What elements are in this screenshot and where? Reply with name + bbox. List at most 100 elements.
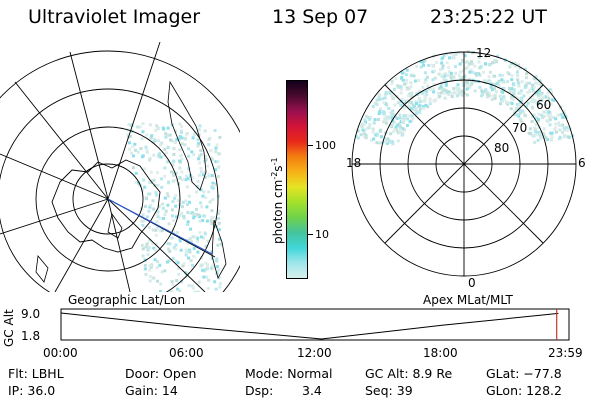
emission-pixel <box>411 117 415 121</box>
emission-pixel <box>423 80 427 84</box>
emission-pixel <box>422 106 426 110</box>
emission-pixel <box>463 74 467 78</box>
emission-pixel <box>153 258 157 262</box>
emission-pixel <box>159 282 163 286</box>
emission-pixel <box>472 71 475 75</box>
emission-pixel <box>402 128 406 132</box>
emission-pixel <box>371 130 375 134</box>
emission-pixel <box>165 151 168 155</box>
emission-pixel <box>434 98 438 102</box>
emission-pixel <box>144 245 148 249</box>
emission-pixel <box>502 95 506 99</box>
emission-pixel <box>214 287 218 291</box>
emission-pixel <box>150 263 154 267</box>
emission-pixel <box>214 259 218 262</box>
emission-pixel <box>404 73 408 77</box>
geographic-map <box>0 42 240 292</box>
emission-pixel <box>443 72 447 76</box>
emission-pixel <box>159 177 163 181</box>
emission-pixel <box>447 90 451 94</box>
colorbar-label-100: 100 <box>315 139 336 152</box>
emission-pixel <box>467 85 470 89</box>
emission-pixel <box>537 81 541 85</box>
emission-pixel <box>409 81 413 85</box>
emission-pixel <box>184 248 188 252</box>
emission-pixel <box>206 287 210 290</box>
emission-pixel <box>198 219 202 223</box>
emission-pixel <box>461 69 465 73</box>
emission-pixel <box>148 157 152 161</box>
emission-pixel <box>156 171 159 175</box>
emission-pixel <box>428 102 432 105</box>
emission-pixel <box>163 166 167 170</box>
emission-pixel <box>455 94 459 98</box>
emission-pixel <box>390 125 394 129</box>
emission-pixel <box>417 90 421 94</box>
emission-pixel <box>549 115 553 119</box>
emission-pixel <box>407 94 410 98</box>
emission-pixel <box>559 113 563 116</box>
emission-pixel <box>400 97 404 101</box>
emission-pixel <box>198 161 201 165</box>
emission-pixel <box>157 153 161 157</box>
emission-pixel <box>187 167 191 171</box>
emission-pixel <box>491 94 495 98</box>
emission-pixel <box>362 131 366 135</box>
emission-pixel <box>399 128 403 132</box>
emission-pixel <box>172 231 176 235</box>
emission-pixel <box>510 87 514 91</box>
emission-pixel <box>445 61 449 65</box>
emission-pixel <box>477 60 481 64</box>
emission-pixel <box>457 74 461 78</box>
emission-pixel <box>470 80 474 84</box>
emission-pixel <box>154 129 158 132</box>
emission-pixel <box>550 91 553 95</box>
emission-pixel <box>217 228 221 232</box>
emission-pixel <box>443 96 447 100</box>
xtick-0600: 06:00 <box>169 346 204 360</box>
emission-pixel <box>389 111 393 115</box>
emission-pixel <box>396 84 400 88</box>
emission-pixel <box>554 126 558 130</box>
emission-pixel <box>552 115 556 119</box>
emission-pixel <box>497 79 501 83</box>
emission-pixel <box>439 85 443 89</box>
emission-pixel <box>510 78 514 81</box>
emission-pixel <box>214 160 218 164</box>
emission-pixel <box>354 134 358 138</box>
emission-pixel <box>167 247 170 251</box>
emission-pixel <box>542 127 546 131</box>
emission-pixel <box>371 127 375 131</box>
emission-pixel <box>146 253 150 257</box>
emission-pixel <box>192 247 196 250</box>
emission-pixel <box>399 125 403 129</box>
emission-pixel <box>205 205 209 209</box>
emission-pixel <box>154 248 157 252</box>
emission-pixel <box>420 91 424 95</box>
emission-pixel <box>398 122 402 126</box>
emission-pixel <box>493 94 497 98</box>
emission-pixel <box>532 85 536 89</box>
emission-pixel <box>200 256 204 260</box>
emission-pixel <box>520 96 524 100</box>
emission-pixel <box>158 229 162 233</box>
emission-pixel <box>437 91 440 95</box>
emission-pixel <box>418 104 422 108</box>
emission-pixel <box>200 263 204 267</box>
emission-pixel <box>537 97 541 101</box>
emission-pixel <box>158 290 162 292</box>
emission-pixel <box>373 118 377 122</box>
emission-pixel <box>528 88 532 92</box>
emission-pixel <box>417 78 421 82</box>
emission-pixel <box>166 126 170 130</box>
emission-pixel <box>447 69 451 73</box>
emission-pixel <box>368 123 372 126</box>
emission-pixel <box>210 157 214 161</box>
coastline <box>211 219 227 280</box>
emission-pixel <box>143 167 147 171</box>
emission-pixel <box>372 121 376 125</box>
emission-pixel <box>421 105 425 108</box>
emission-pixel <box>422 63 426 67</box>
emission-pixel <box>166 160 170 164</box>
emission-pixel <box>391 119 395 123</box>
